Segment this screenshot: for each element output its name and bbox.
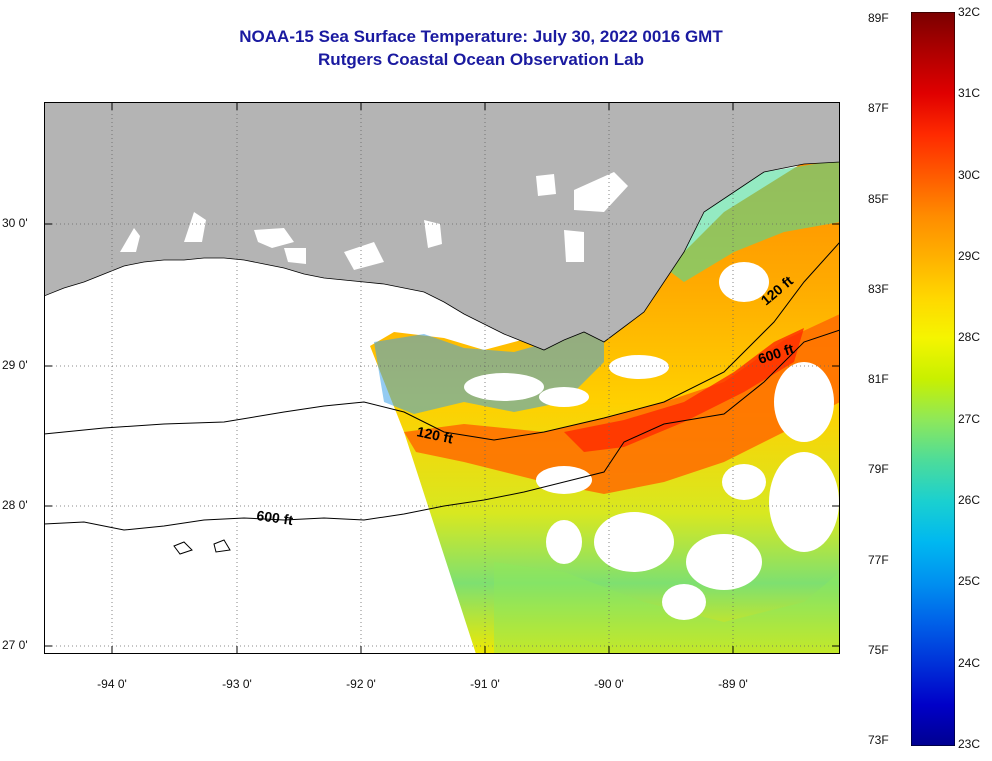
- lat-label-27: 27 0': [2, 638, 28, 652]
- lat-label-29: 29 0': [2, 358, 28, 372]
- colorbar-c-label: 28C: [958, 330, 981, 345]
- frame-ticks: [44, 102, 840, 654]
- colorbar-c-label: 29C: [958, 249, 981, 263]
- lat-label-30: 30 0': [2, 216, 28, 230]
- colorbar-c-label: 25C: [958, 574, 981, 589]
- colorbar-c-label: 32C: [958, 5, 981, 19]
- colorbar-f-label: 89F: [868, 11, 889, 25]
- colorbar-f-label: 75F: [868, 642, 889, 657]
- graticule: [44, 102, 840, 654]
- colorbar-c-label: 27C: [958, 411, 981, 426]
- lon-label-92: -92 0': [346, 677, 376, 691]
- contour-label-600ft-west: 600 ft: [256, 507, 295, 528]
- lon-label-93: -93 0': [222, 677, 252, 691]
- bathymetry-contours: [44, 241, 840, 555]
- colorbar-gradient: [911, 12, 955, 746]
- temperature-colorbar: [911, 12, 955, 746]
- colorbar-f-label: 77F: [868, 552, 889, 567]
- lon-label-94: -94 0': [97, 677, 127, 691]
- map-title: NOAA-15 Sea Surface Temperature: July 30…: [239, 27, 723, 46]
- map-frame: [44, 102, 840, 654]
- land-mass: [44, 102, 840, 351]
- colorbar-c-label: 24C: [958, 655, 981, 670]
- colorbar-f-label: 83F: [868, 281, 889, 296]
- sst-swath: [370, 150, 840, 654]
- colorbar-f-label: 73F: [868, 733, 889, 747]
- map-subtitle: Rutgers Coastal Ocean Observation Lab: [318, 50, 644, 69]
- sst-map: 120 ft 600 ft 120 ft 600 ft: [44, 102, 840, 654]
- colorbar-f-label: 79F: [868, 462, 889, 477]
- contour-label-120ft-west: 120 ft: [415, 423, 454, 446]
- inland-water: [120, 172, 628, 270]
- colorbar-c-label: 30C: [958, 167, 981, 182]
- lon-label-90: -90 0': [594, 677, 624, 691]
- colorbar-c-label: 23C: [958, 737, 981, 751]
- colorbar-f-label: 87F: [868, 101, 889, 116]
- lon-label-91: -91 0': [470, 677, 500, 691]
- colorbar-f-label: 85F: [868, 191, 889, 206]
- lon-label-89: -89 0': [718, 677, 748, 691]
- lat-label-28: 28 0': [2, 498, 28, 512]
- colorbar-c-label: 26C: [958, 493, 981, 507]
- colorbar-f-label: 81F: [868, 372, 889, 386]
- colorbar-c-label: 31C: [958, 86, 981, 101]
